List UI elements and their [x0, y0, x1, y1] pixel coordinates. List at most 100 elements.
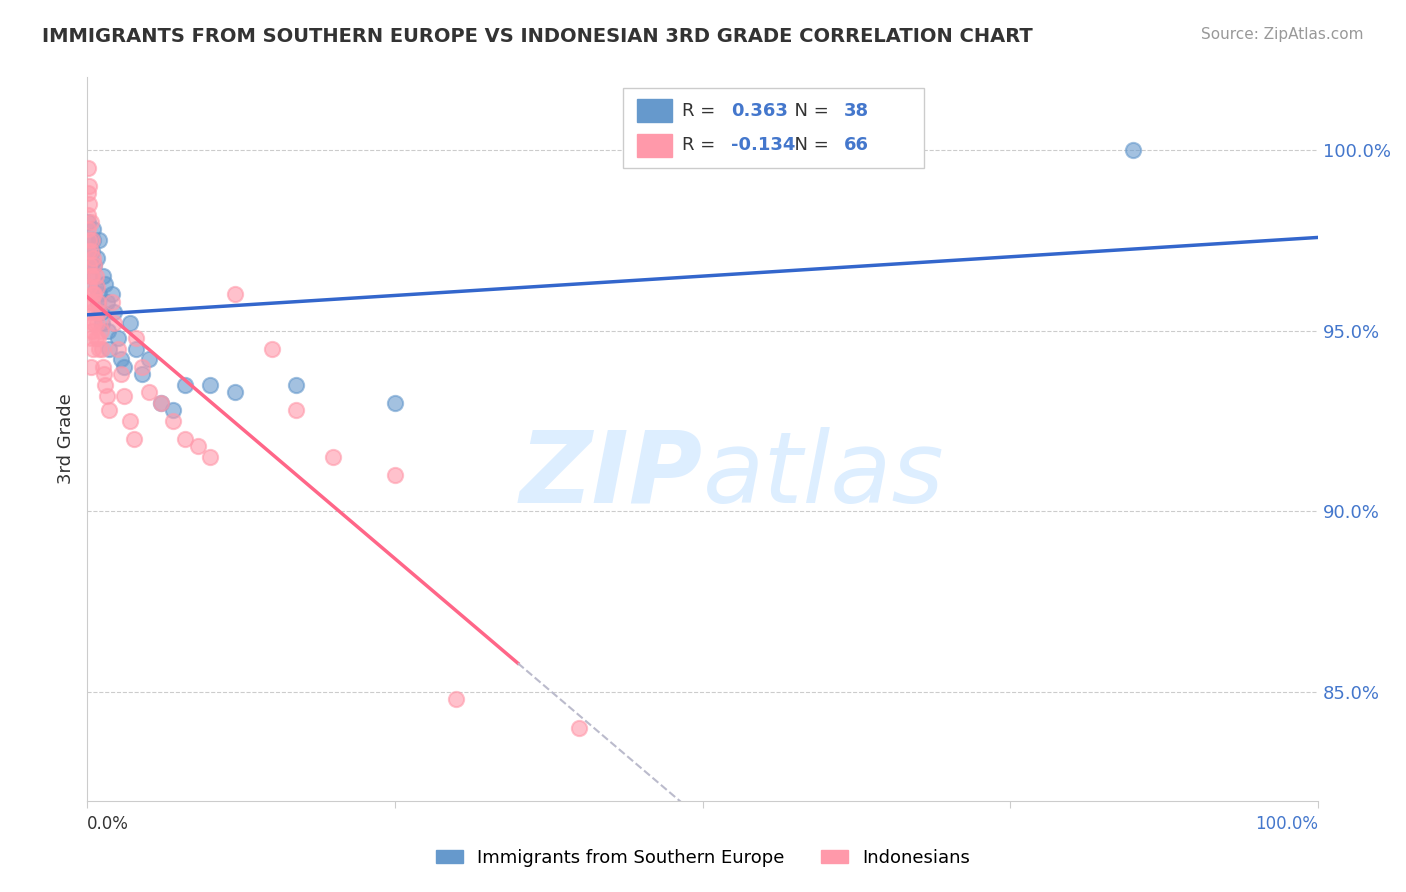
- Point: [384, 468, 406, 483]
- Text: 100.0%: 100.0%: [1256, 815, 1319, 833]
- Point: [77, 161, 100, 175]
- Point: [112, 359, 135, 374]
- Point: [96, 294, 118, 309]
- Point: [89, 324, 111, 338]
- Point: [568, 722, 591, 736]
- Point: [107, 342, 129, 356]
- Point: [107, 331, 129, 345]
- Point: [80, 244, 103, 258]
- Point: [79, 331, 101, 345]
- Point: [87, 331, 110, 345]
- Point: [94, 277, 117, 291]
- Point: [79, 294, 101, 309]
- Point: [125, 331, 148, 345]
- Point: [79, 269, 101, 284]
- Point: [84, 269, 107, 284]
- Point: [91, 269, 114, 284]
- Point: [89, 305, 111, 319]
- Point: [89, 287, 111, 301]
- Point: [79, 233, 101, 247]
- Text: ZIP: ZIP: [520, 426, 703, 524]
- Point: [112, 389, 135, 403]
- Point: [80, 233, 103, 247]
- Point: [98, 342, 121, 356]
- Point: [79, 252, 101, 266]
- Point: [80, 324, 103, 338]
- Point: [98, 403, 121, 417]
- FancyBboxPatch shape: [637, 99, 672, 122]
- Point: [82, 316, 104, 330]
- Point: [77, 215, 100, 229]
- Point: [131, 359, 153, 374]
- Point: [86, 316, 108, 330]
- Point: [79, 178, 101, 193]
- Point: [285, 377, 308, 392]
- Point: [86, 252, 108, 266]
- Point: [79, 244, 101, 258]
- Point: [87, 294, 110, 309]
- Point: [82, 252, 104, 266]
- Y-axis label: 3rd Grade: 3rd Grade: [58, 393, 75, 484]
- Point: [100, 287, 122, 301]
- Text: atlas: atlas: [703, 426, 945, 524]
- Point: [260, 342, 283, 356]
- Point: [80, 269, 103, 284]
- Point: [79, 280, 101, 294]
- Point: [79, 259, 101, 273]
- Point: [79, 259, 101, 273]
- Point: [83, 316, 105, 330]
- Point: [79, 233, 101, 247]
- Text: -0.134: -0.134: [731, 136, 796, 154]
- Point: [79, 197, 101, 211]
- Point: [94, 377, 117, 392]
- Point: [187, 439, 209, 453]
- Point: [110, 352, 132, 367]
- Point: [198, 377, 221, 392]
- Text: R =: R =: [682, 102, 721, 120]
- Point: [120, 414, 142, 428]
- Point: [138, 385, 160, 400]
- Point: [93, 367, 115, 381]
- Point: [125, 342, 148, 356]
- Text: 0.363: 0.363: [731, 102, 787, 120]
- Point: [103, 305, 125, 319]
- Point: [174, 432, 197, 446]
- Point: [79, 269, 101, 284]
- FancyBboxPatch shape: [637, 134, 672, 157]
- Point: [84, 331, 107, 345]
- Point: [110, 367, 132, 381]
- Point: [83, 259, 105, 273]
- FancyBboxPatch shape: [623, 88, 924, 168]
- Point: [82, 222, 104, 236]
- Point: [122, 432, 145, 446]
- Point: [120, 316, 142, 330]
- Point: [1122, 143, 1144, 157]
- Point: [131, 367, 153, 381]
- Point: [77, 186, 100, 201]
- Point: [149, 396, 172, 410]
- Point: [89, 233, 111, 247]
- Point: [86, 280, 108, 294]
- Point: [82, 287, 104, 301]
- Point: [84, 305, 107, 319]
- Point: [82, 233, 104, 247]
- Point: [80, 294, 103, 309]
- Point: [77, 244, 100, 258]
- Point: [100, 294, 122, 309]
- Point: [90, 342, 112, 356]
- Legend: Immigrants from Southern Europe, Indonesians: Immigrants from Southern Europe, Indones…: [429, 842, 977, 874]
- Point: [87, 294, 110, 309]
- Text: IMMIGRANTS FROM SOUTHERN EUROPE VS INDONESIAN 3RD GRADE CORRELATION CHART: IMMIGRANTS FROM SOUTHERN EUROPE VS INDON…: [42, 27, 1033, 45]
- Text: 38: 38: [844, 102, 869, 120]
- Text: 0.0%: 0.0%: [87, 815, 129, 833]
- Point: [97, 324, 120, 338]
- Point: [224, 287, 246, 301]
- Point: [83, 259, 105, 273]
- Point: [79, 359, 101, 374]
- Point: [90, 316, 112, 330]
- Point: [162, 414, 184, 428]
- Point: [224, 385, 246, 400]
- Point: [79, 215, 101, 229]
- Point: [138, 352, 160, 367]
- Point: [446, 692, 468, 706]
